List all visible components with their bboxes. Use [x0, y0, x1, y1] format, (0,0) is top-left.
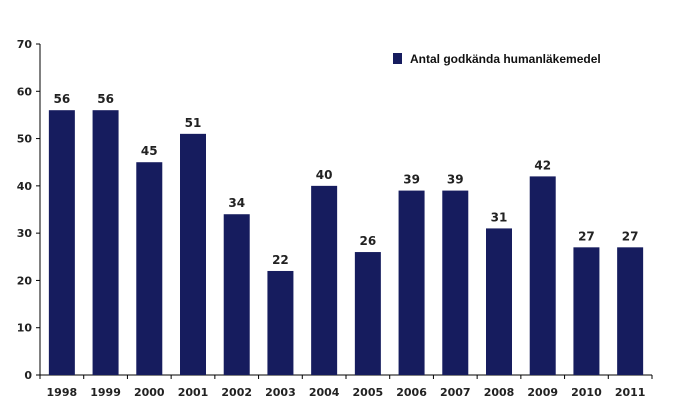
- legend-swatch: [393, 53, 402, 64]
- data-label-2005: 26: [360, 234, 377, 248]
- legend: Antal godkända humanläkemedel: [393, 52, 601, 66]
- data-label-2011: 27: [622, 229, 639, 243]
- y-tick-label: 70: [17, 38, 33, 51]
- y-tick-label: 50: [17, 133, 33, 146]
- bar-2001: [180, 133, 206, 375]
- bar-2000: [136, 162, 163, 375]
- x-tick-label-2001: 2001: [178, 386, 209, 399]
- x-tick-label-2006: 2006: [396, 386, 427, 399]
- data-label-2007: 39: [447, 173, 464, 187]
- data-label-2001: 51: [185, 116, 202, 130]
- bars: [48, 110, 644, 375]
- y-tick-label: 40: [17, 180, 33, 193]
- bar-2007: [442, 190, 469, 375]
- data-label-2002: 34: [228, 196, 245, 210]
- data-labels: 56 56 45 51 34 22 40 26 39 39 31 42 27 27: [54, 92, 639, 267]
- x-tick-label-2003: 2003: [265, 386, 296, 399]
- y-tick-label: 0: [24, 369, 32, 382]
- data-label-2009: 42: [534, 158, 551, 172]
- x-tick-label-1998: 1998: [47, 386, 78, 399]
- bar-2003: [267, 270, 294, 375]
- data-label-1999: 56: [97, 92, 114, 106]
- y-axis: 0 10 20 30 40 50 60 70: [17, 38, 41, 382]
- x-axis: 1998 1999 2000 2001 2002 2003 2004 2005 2006 2007…: [39, 374, 653, 399]
- data-label-2003: 22: [272, 253, 289, 267]
- bar-2005: [354, 252, 381, 375]
- y-tick-label: 60: [17, 85, 33, 98]
- x-tick-label-2007: 2007: [440, 386, 471, 399]
- x-tick-label-2004: 2004: [309, 386, 340, 399]
- data-label-2010: 27: [578, 229, 595, 243]
- data-label-2000: 45: [141, 144, 158, 158]
- bar-2010: [573, 247, 600, 375]
- x-tick-label-2011: 2011: [615, 386, 646, 399]
- bar-2008: [486, 228, 512, 375]
- y-tick-label: 10: [17, 322, 33, 335]
- data-label-2008: 31: [491, 210, 508, 224]
- data-label-1998: 56: [54, 92, 71, 106]
- x-tick-label-2000: 2000: [134, 386, 165, 399]
- x-tick-label-2008: 2008: [484, 386, 515, 399]
- data-label-2004: 40: [316, 168, 333, 182]
- x-tick-label-2010: 2010: [571, 386, 602, 399]
- legend-label: Antal godkända humanläkemedel: [410, 52, 601, 66]
- y-tick-label: 30: [17, 227, 33, 240]
- bar-2006: [398, 190, 425, 375]
- x-tick-label-1999: 1999: [90, 386, 121, 399]
- x-tick-label-2005: 2005: [353, 386, 384, 399]
- bar-2002: [223, 214, 250, 375]
- bar-2004: [311, 185, 338, 375]
- bar-2009: [529, 176, 556, 375]
- x-tick-label-2002: 2002: [221, 386, 252, 399]
- data-label-2006: 39: [403, 173, 420, 187]
- bar-1999: [92, 110, 119, 375]
- bar-2011: [617, 247, 644, 375]
- bar-1998: [48, 110, 75, 375]
- y-tick-label: 20: [17, 274, 33, 287]
- x-tick-label-2009: 2009: [527, 386, 558, 399]
